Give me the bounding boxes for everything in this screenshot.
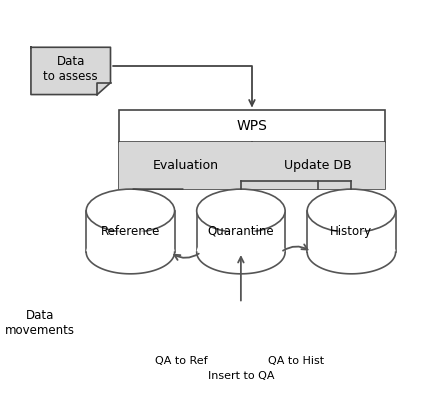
Polygon shape	[86, 211, 175, 252]
Ellipse shape	[197, 189, 285, 232]
Text: Data
to assess: Data to assess	[43, 55, 98, 83]
Text: Quarantine: Quarantine	[208, 225, 274, 238]
Polygon shape	[197, 211, 285, 252]
Ellipse shape	[307, 189, 396, 232]
Text: QA to Hist: QA to Hist	[268, 355, 324, 366]
Polygon shape	[307, 211, 396, 252]
FancyBboxPatch shape	[252, 142, 385, 189]
Text: QA to Ref: QA to Ref	[155, 355, 208, 366]
Text: History: History	[330, 225, 373, 238]
Text: Update DB: Update DB	[285, 159, 352, 172]
Polygon shape	[31, 47, 110, 95]
Ellipse shape	[197, 230, 285, 274]
Text: WPS: WPS	[236, 119, 267, 133]
Ellipse shape	[307, 230, 396, 274]
FancyBboxPatch shape	[119, 142, 252, 189]
Text: Reference: Reference	[101, 225, 160, 238]
FancyBboxPatch shape	[119, 110, 385, 189]
Text: Data
movements: Data movements	[5, 309, 75, 337]
Ellipse shape	[86, 230, 175, 274]
Text: Insert to QA: Insert to QA	[208, 371, 274, 381]
Ellipse shape	[86, 189, 175, 232]
Text: Evaluation: Evaluation	[152, 159, 219, 172]
